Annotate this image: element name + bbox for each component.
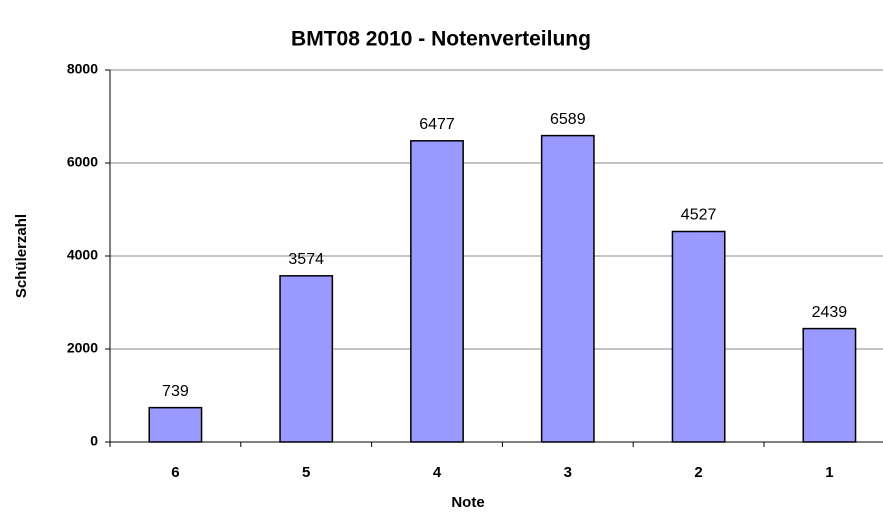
x-tick-label: 1: [825, 464, 833, 481]
value-label: 2439: [812, 304, 848, 321]
y-tick-label: 4000: [67, 247, 98, 263]
y-tick-label: 0: [90, 433, 98, 449]
y-tick-label: 6000: [67, 154, 98, 170]
x-tick-label: 5: [302, 464, 310, 481]
x-tick-label: 4: [433, 464, 442, 481]
value-label: 6477: [419, 116, 455, 133]
bar: [148, 406, 203, 443]
value-label: 3574: [288, 251, 324, 268]
value-label: 4527: [681, 207, 717, 224]
bar: [802, 327, 857, 443]
y-axis-label: Schülerzahl: [13, 214, 30, 298]
x-axis-label: Note: [451, 494, 484, 511]
bar: [671, 230, 726, 443]
x-tick-label: 2: [694, 464, 702, 481]
value-label: 739: [162, 383, 189, 400]
y-tick-label: 2000: [67, 340, 98, 356]
x-tick-label: 6: [171, 464, 179, 481]
y-tick-label: 8000: [67, 61, 98, 77]
bar: [540, 134, 595, 443]
x-tick-label: 3: [564, 464, 572, 481]
bar: [410, 140, 464, 443]
bar: [279, 275, 334, 443]
value-label: 6589: [550, 111, 586, 128]
chart-title: BMT08 2010 - Notenverteilung: [291, 28, 591, 51]
